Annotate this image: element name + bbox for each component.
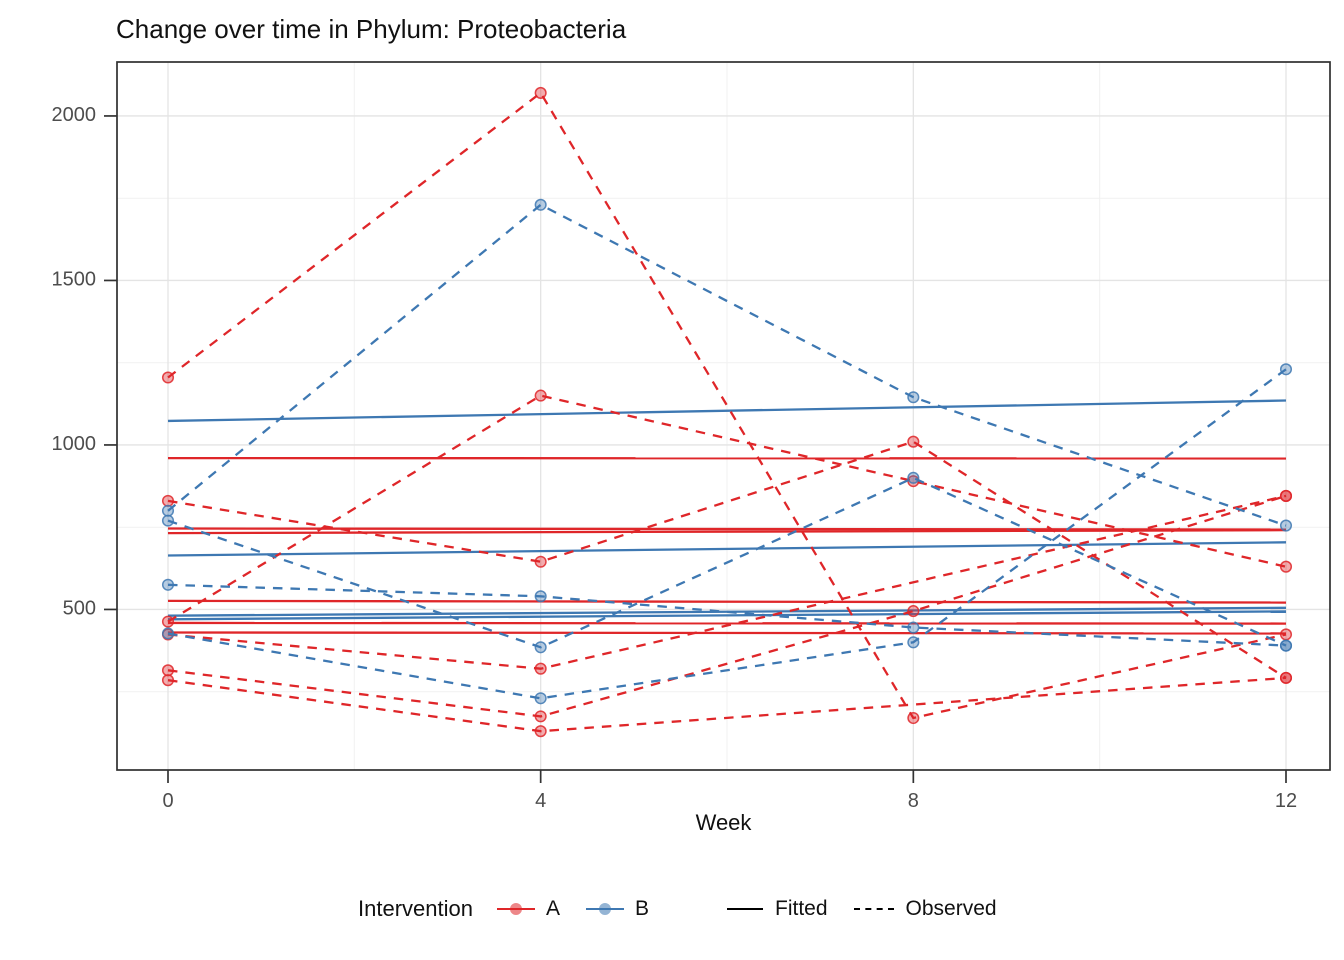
data-point — [534, 692, 547, 705]
fitted-line — [167, 529, 1287, 535]
legend-key-observed: Observed — [853, 897, 997, 921]
observed-line — [167, 394, 1287, 623]
legend-label-b: B — [634, 897, 649, 920]
data-point — [161, 494, 175, 507]
fitted-line-icon — [727, 908, 763, 910]
data-point — [907, 471, 920, 484]
data-point — [1279, 489, 1293, 502]
legend-key-group-b: B — [585, 897, 649, 921]
fitted-line — [167, 599, 1287, 604]
data-point — [907, 605, 920, 618]
observed-line — [167, 676, 1287, 733]
legend: Intervention A B Fitted Observed — [358, 888, 1023, 930]
observed-line — [167, 494, 1287, 718]
data-point — [1279, 560, 1293, 573]
legend-key-group-a: A — [496, 897, 560, 921]
data-point — [161, 615, 175, 628]
panel-border — [116, 61, 1331, 771]
fitted-line — [167, 541, 1287, 557]
data-point — [161, 504, 175, 517]
data-point — [161, 674, 175, 687]
group-b-line-icon — [585, 903, 624, 915]
fitted-line — [167, 621, 1287, 625]
data-point — [161, 627, 175, 640]
data-point — [161, 664, 175, 677]
data-point — [907, 636, 920, 649]
observed-line — [167, 203, 1287, 527]
fitted-line — [167, 610, 1287, 621]
axes: 500 1000 1500 2000 0 4 8 12 — [52, 104, 1298, 812]
observed-line — [167, 583, 1287, 647]
legend-label-a: A — [545, 897, 560, 920]
x-tick-label: 0 — [162, 790, 173, 812]
x-tick-label: 4 — [535, 790, 546, 812]
fitted-line — [167, 631, 1287, 635]
data-point — [1279, 671, 1293, 684]
observed-line — [167, 368, 1287, 700]
data-point — [534, 198, 547, 211]
data-point — [534, 641, 547, 654]
legend-key-fitted: Fitted — [727, 897, 828, 921]
data-point — [161, 371, 175, 384]
fitted-line — [167, 527, 1287, 531]
data-point — [534, 555, 547, 568]
observed-line — [167, 476, 1287, 649]
fitted-line — [167, 399, 1287, 423]
legend-label-fitted: Fitted — [775, 897, 828, 920]
observed-series-b — [161, 198, 1293, 705]
x-axis-title: Week — [695, 810, 752, 835]
data-point — [534, 86, 547, 99]
y-tick-label: 1500 — [52, 269, 97, 291]
y-tick-label: 2000 — [52, 104, 97, 126]
fitted-lines-b — [167, 399, 1287, 621]
data-point — [1279, 628, 1293, 641]
data-point — [161, 514, 175, 527]
group-a-line-icon — [496, 903, 535, 915]
chart-title: Change over time in Phylum: Proteobacter… — [116, 14, 627, 44]
legend-label-observed: Observed — [905, 897, 997, 920]
observed-line — [167, 91, 1287, 720]
data-point — [907, 435, 920, 448]
legend-title: Intervention — [358, 896, 473, 921]
data-point — [534, 389, 547, 402]
data-point — [907, 621, 920, 634]
observed-line-icon — [853, 908, 894, 910]
y-tick-label: 500 — [63, 598, 96, 620]
observed-line — [167, 494, 1287, 670]
data-point — [1279, 519, 1293, 532]
data-point — [161, 578, 175, 591]
data-point — [534, 725, 547, 738]
x-tick-label: 8 — [908, 790, 919, 812]
data-point — [534, 710, 547, 723]
fitted-lines-a — [167, 456, 1287, 635]
fitted-line — [167, 606, 1287, 617]
data-point — [1279, 639, 1293, 652]
data-point — [907, 711, 920, 725]
y-tick-label: 1000 — [52, 433, 97, 455]
data-point — [1279, 363, 1293, 376]
data-point — [907, 391, 920, 404]
data-point — [534, 662, 547, 675]
x-tick-label: 12 — [1275, 790, 1297, 812]
data-point — [534, 590, 547, 603]
observed-series-a — [161, 86, 1293, 738]
